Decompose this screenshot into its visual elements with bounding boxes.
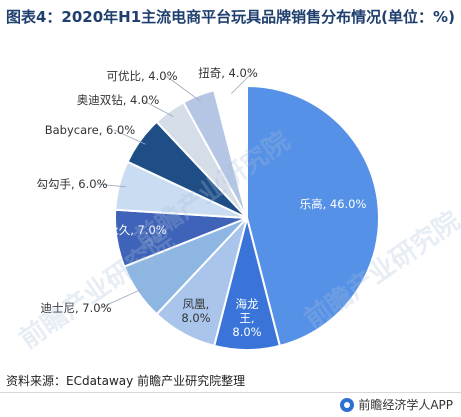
data-label: 扭奇, 4.0% xyxy=(198,66,258,80)
data-label: 勾勾手, 6.0% xyxy=(36,177,107,191)
brand-name: 前瞻经济学人APP xyxy=(358,398,453,412)
data-label: 迪士尼, 7.0% xyxy=(40,301,111,315)
leader-line xyxy=(231,72,253,94)
leader-line xyxy=(95,183,126,188)
data-label: 永久, 7.0% xyxy=(107,223,167,237)
chart-title: 图表4：2020年H1主流电商平台玩具品牌销售分布情况(单位：%) xyxy=(6,8,455,26)
pie-slice xyxy=(246,84,380,348)
leader-line xyxy=(113,129,146,145)
brand-logo-icon xyxy=(340,397,355,412)
data-label: 海龙王, 8.0% xyxy=(232,297,261,339)
source-note: 资料来源：ECdataway 前瞻产业研究院整理 xyxy=(6,374,246,388)
leader-line xyxy=(99,288,144,309)
footer-divider xyxy=(0,392,461,393)
data-label: Babycare, 6.0% xyxy=(45,123,136,137)
pie-slice xyxy=(212,84,248,219)
brand-footer: 前瞻经济学人APP xyxy=(340,396,453,413)
leader-line xyxy=(165,75,202,102)
data-label: 可优比, 4.0% xyxy=(106,69,177,83)
data-label: 奥迪双钻, 4.0% xyxy=(77,93,160,107)
data-label: 乐高, 46.0% xyxy=(300,197,367,211)
leader-line xyxy=(141,99,174,117)
data-label: 凤凰, 8.0% xyxy=(181,297,210,325)
